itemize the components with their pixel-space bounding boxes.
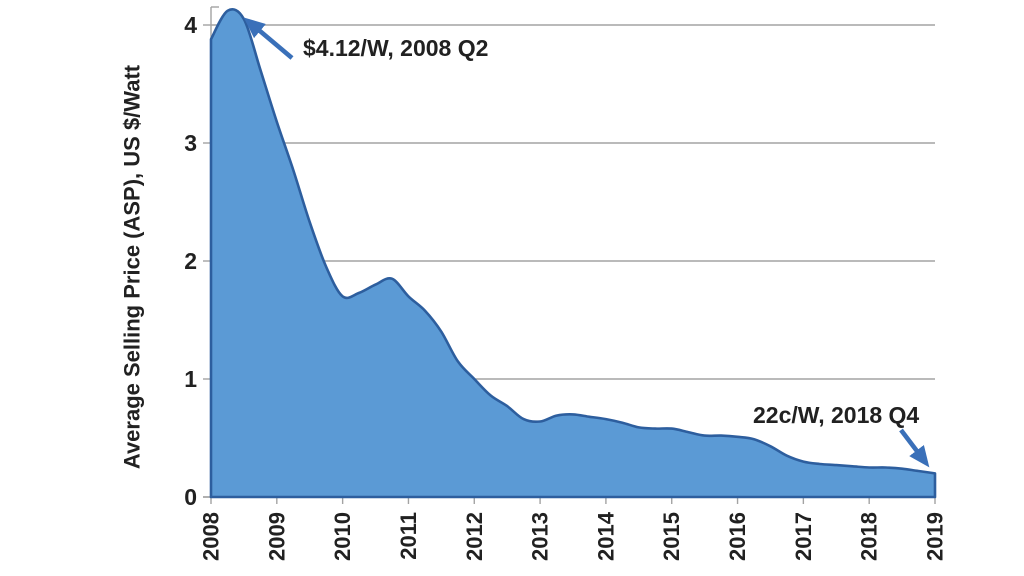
y-tick-label: 0 [184,484,197,510]
x-tick-label: 2015 [659,512,684,561]
x-tick-label: 2011 [396,512,421,560]
x-tick-label: 2019 [923,512,948,561]
y-axis-title: Average Selling Price (ASP), US $/Watt [120,64,145,469]
x-tick-label: 2008 [199,512,224,561]
x-tick-label: 2013 [528,512,553,561]
x-tick-label: 2009 [264,512,289,561]
annotation-label: 22c/W, 2018 Q4 [753,402,919,428]
y-tick-label: 3 [184,130,197,156]
x-tick-label: 2018 [857,512,882,561]
annotation-arrow-icon [243,17,294,60]
x-tick-label: 2010 [330,512,355,561]
annotation-arrow-icon [899,428,930,468]
x-tick-label: 2016 [725,512,750,561]
y-tick-label: 1 [184,366,197,392]
area-series-asp [209,8,937,499]
x-tick-label: 2012 [462,512,487,561]
x-tick-label: 2014 [593,511,618,561]
y-tick-label: 2 [184,248,197,274]
y-tick-label: 4 [184,12,197,38]
x-tick-label: 2017 [791,512,816,561]
annotation-label: $4.12/W, 2008 Q2 [303,35,488,61]
